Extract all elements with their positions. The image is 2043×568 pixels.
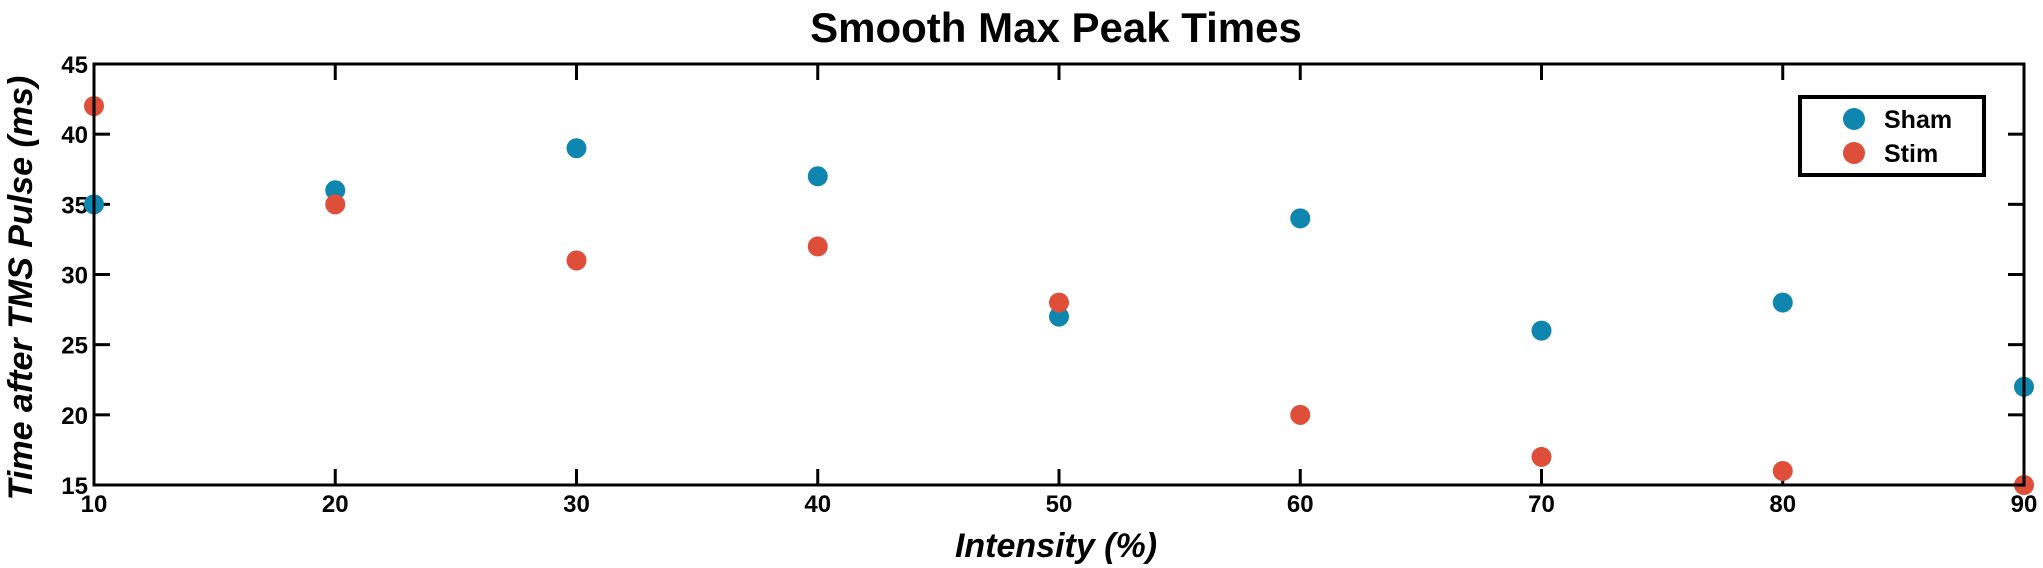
x-tick-label-0: 10 — [81, 491, 108, 518]
sham-point-3 — [807, 166, 828, 187]
x-tick-label-5: 60 — [1287, 491, 1314, 518]
sham-point-5 — [1290, 208, 1311, 229]
x-tick-label-4: 50 — [1046, 491, 1073, 518]
x-tick-label-3: 40 — [804, 491, 831, 518]
sham-point-2 — [566, 138, 587, 159]
sham-point-6 — [1531, 320, 1552, 341]
x-tick-label-1: 20 — [322, 491, 349, 518]
legend-box — [1798, 95, 1986, 177]
y-tick-label-3: 30 — [61, 263, 88, 290]
x-tick-label-2: 30 — [563, 491, 590, 518]
legend: Sham Stim — [1798, 95, 1986, 177]
stim-point-4 — [1049, 292, 1069, 313]
y-tick-label-6: 45 — [61, 52, 88, 79]
x-axis-label: Intensity (%) — [955, 527, 1157, 565]
data-points — [84, 96, 2034, 495]
legend-label-stim: Stim — [1884, 140, 1938, 168]
y-tick-label-2: 25 — [61, 333, 88, 360]
y-axis-label: Time after TMS Pulse (ms) — [2, 76, 40, 501]
plot-frame — [92, 62, 2026, 487]
stim-point-5 — [1290, 404, 1311, 425]
chart-title: Smooth Max Peak Times — [810, 4, 1302, 51]
axis-ticks: 10 20 30 40 50 60 70 80 90 15 20 25 30 35 40 45 — [61, 52, 2037, 518]
stim-point-6 — [1531, 446, 1552, 467]
stim-point-2 — [566, 250, 587, 271]
y-tick-label-0: 15 — [61, 473, 88, 500]
stim-point-3 — [807, 236, 828, 257]
y-tick-label-4: 35 — [61, 192, 88, 219]
sham-point-1 — [325, 180, 346, 201]
stim-point-1 — [325, 194, 346, 215]
x-tick-label-8: 90 — [2011, 491, 2038, 518]
y-tick-label-5: 40 — [61, 122, 88, 149]
legend-marker-stim — [1843, 142, 1865, 164]
legend-marker-sham — [1843, 108, 1865, 130]
x-tick-label-7: 80 — [1769, 491, 1796, 518]
legend-label-sham: Sham — [1884, 106, 1952, 134]
stim-point-7 — [1772, 460, 1793, 481]
y-tick-label-1: 20 — [61, 403, 88, 430]
x-tick-label-6: 70 — [1528, 491, 1555, 518]
sham-point-4 — [1049, 306, 1069, 327]
sham-point-7 — [1772, 292, 1793, 313]
